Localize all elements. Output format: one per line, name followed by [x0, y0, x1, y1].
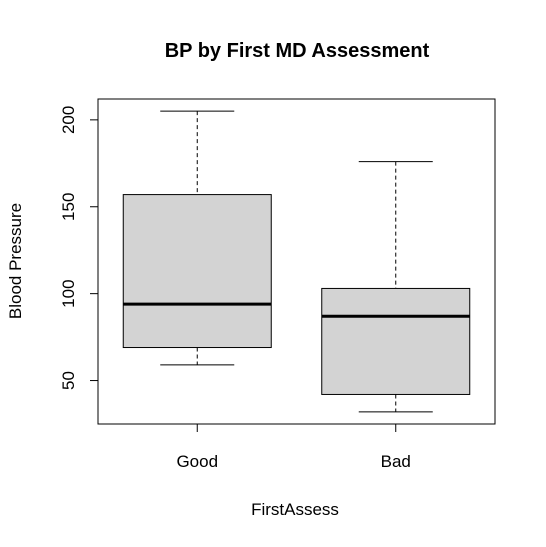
x-axis-label: FirstAssess: [251, 500, 339, 519]
iqr-box: [321, 287, 471, 395]
box-bad: [321, 161, 471, 413]
x-tick-label: Bad: [381, 452, 411, 471]
y-tick-label: 150: [59, 193, 78, 221]
y-tick-label: 100: [59, 279, 78, 307]
y-axis: 50 100 150 200: [59, 106, 99, 390]
iqr-box: [122, 194, 272, 349]
x-axis: Good Bad: [176, 423, 411, 471]
chart-title: BP by First MD Assessment: [165, 40, 430, 62]
x-tick-label: Good: [176, 452, 218, 471]
boxes-group: [122, 110, 471, 413]
box-good: [122, 110, 272, 366]
y-tick-label: 50: [59, 371, 78, 390]
y-axis-label: Blood Pressure: [6, 203, 25, 319]
y-tick-label: 200: [59, 106, 78, 134]
